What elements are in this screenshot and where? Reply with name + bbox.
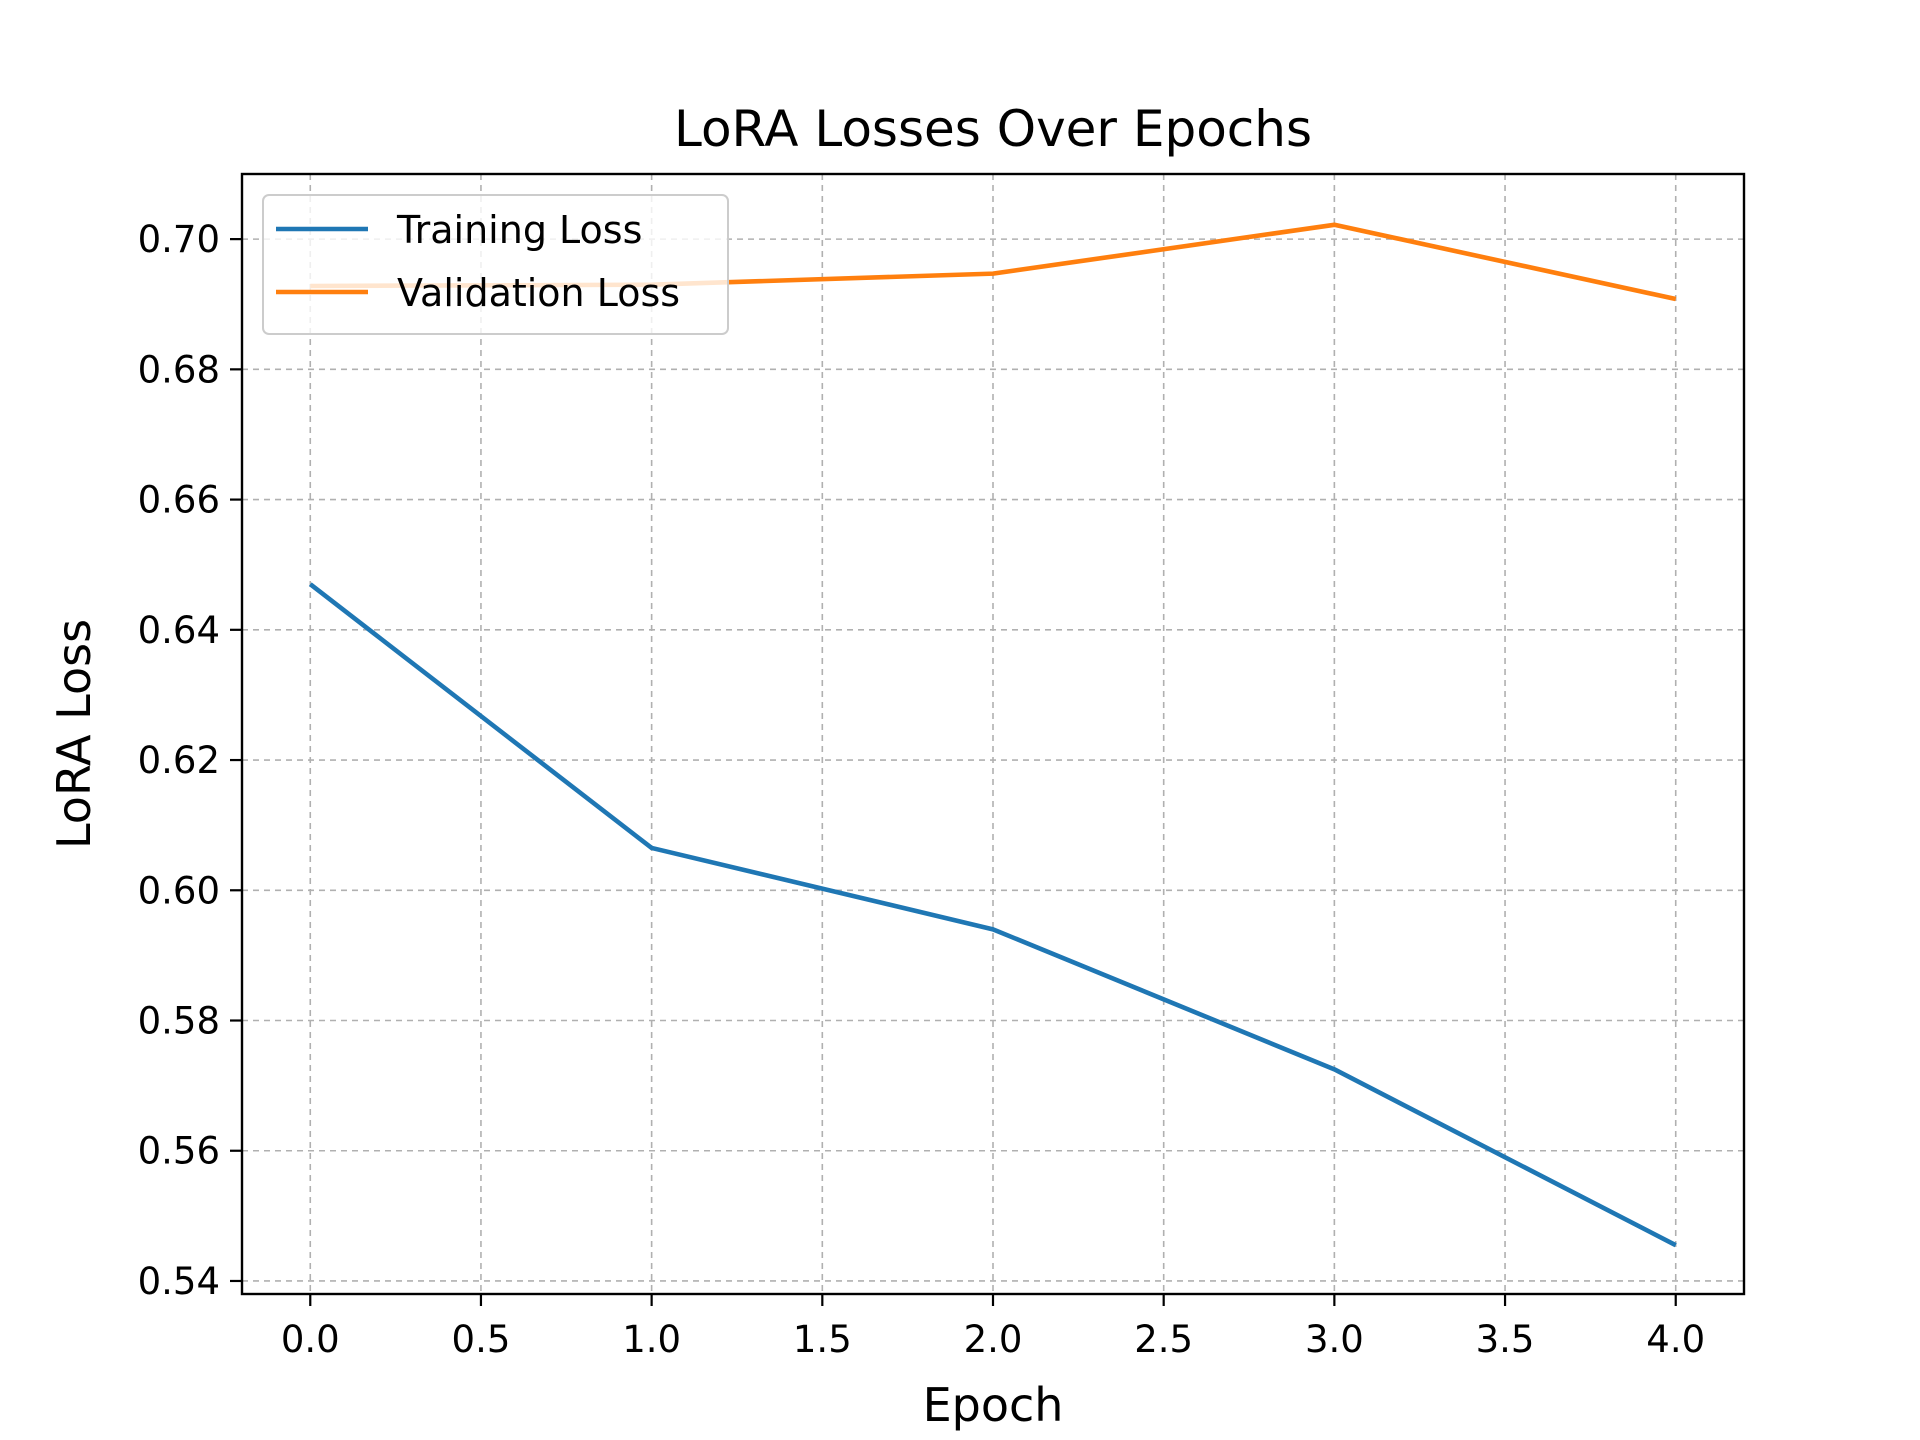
y-tick-label: 0.58 [138,1000,220,1043]
x-tick-label: 1.5 [793,1318,852,1361]
legend-box [262,194,729,335]
x-tick-label: 2.0 [964,1318,1023,1361]
x-tick-label: 0.5 [452,1318,511,1361]
y-tick-label: 0.62 [138,739,220,782]
legend: Training Loss Validation Loss [262,194,729,335]
x-axis-label: Epoch [923,1378,1064,1432]
y-tick-label: 0.60 [138,869,220,912]
y-tick-label: 0.66 [138,479,220,522]
axis-ticks: 0.0 0.5 1.0 1.5 2.0 2.5 3.0 3.5 4.0 0.54 0.56 0.58 0… [138,218,1706,1361]
x-tick-label: 1.0 [622,1318,681,1361]
x-tick-label: 2.5 [1134,1318,1193,1361]
y-tick-label: 0.54 [138,1260,220,1303]
x-tick-label: 3.5 [1476,1318,1535,1361]
y-axis-label: LoRA Loss [47,619,101,849]
legend-label-training-loss: Training Loss [396,208,642,252]
chart-title: LoRA Losses Over Epochs [674,100,1312,158]
grid [242,174,1744,1294]
y-tick-label: 0.70 [138,218,220,261]
x-tick-label: 0.0 [281,1318,340,1361]
y-tick-label: 0.68 [138,348,220,391]
y-tick-label: 0.56 [138,1130,220,1173]
x-tick-label: 3.0 [1305,1318,1364,1361]
y-tick-label: 0.64 [138,609,220,652]
x-tick-label: 4.0 [1646,1318,1705,1361]
legend-label-validation-loss: Validation Loss [397,271,680,315]
